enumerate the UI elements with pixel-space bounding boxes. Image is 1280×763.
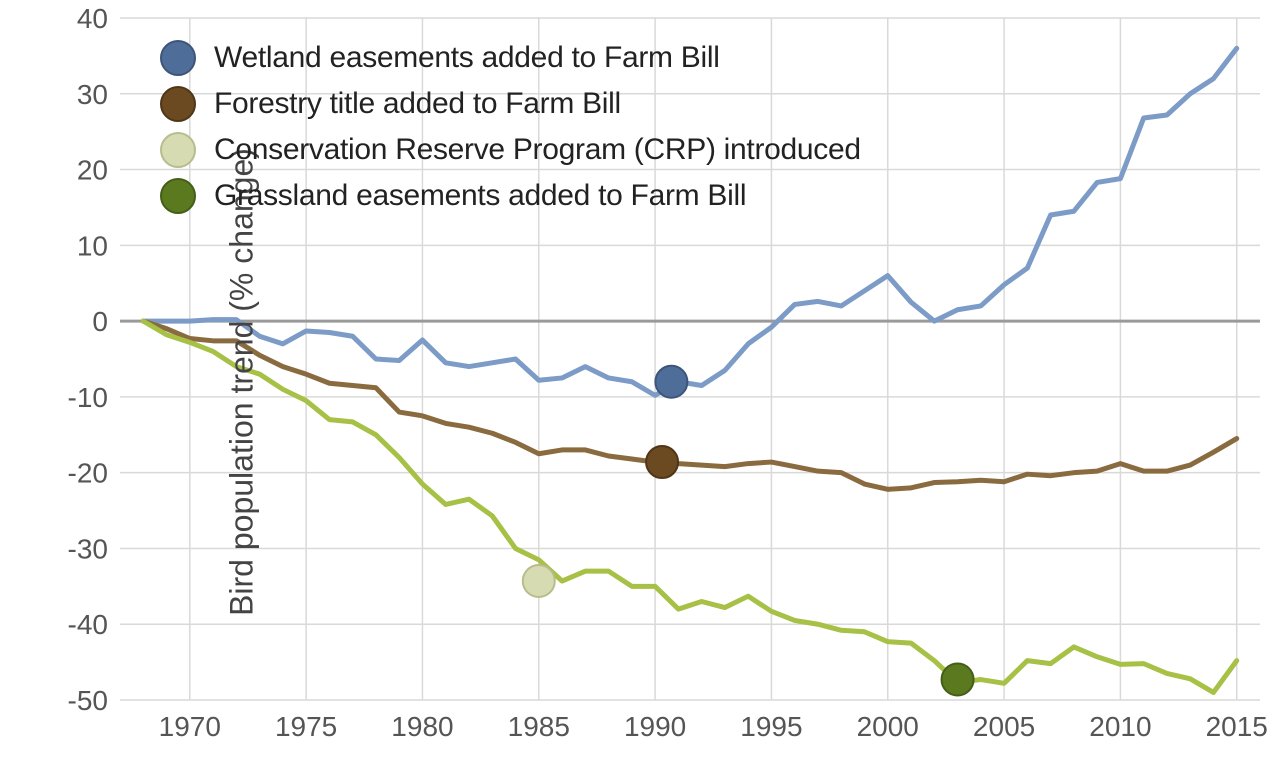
- y-tick-label: -10: [68, 382, 108, 413]
- legend-label: Conservation Reserve Program (CRP) intro…: [214, 133, 861, 167]
- x-tick-label: 2015: [1206, 711, 1268, 742]
- legend: Wetland easements added to Farm Bill Fore…: [160, 40, 861, 224]
- event-marker-grassland-marker: [942, 664, 974, 696]
- y-tick-label: -50: [68, 685, 108, 716]
- y-tick-label: 20: [77, 155, 108, 186]
- legend-item-forestry: Forestry title added to Farm Bill: [160, 86, 861, 122]
- x-tick-label: 1970: [159, 711, 221, 742]
- x-tick-label: 1980: [391, 711, 453, 742]
- legend-item-crp: Conservation Reserve Program (CRP) intro…: [160, 132, 861, 168]
- legend-dot-icon: [160, 86, 196, 122]
- legend-item-grassland: Grassland easements added to Farm Bill: [160, 178, 861, 214]
- x-tick-label: 1985: [508, 711, 570, 742]
- y-tick-label: 30: [77, 79, 108, 110]
- legend-label: Grassland easements added to Farm Bill: [214, 179, 746, 213]
- x-tick-label: 1990: [624, 711, 686, 742]
- x-tick-label: 1975: [275, 711, 337, 742]
- legend-label: Wetland easements added to Farm Bill: [214, 41, 720, 75]
- series-line-forestry: [143, 321, 1236, 489]
- event-marker-crp-marker: [523, 565, 555, 597]
- y-tick-label: 10: [77, 230, 108, 261]
- bird-population-chart: Bird population trend (% change) -50-40-…: [0, 0, 1280, 763]
- event-marker-wetland-marker: [655, 366, 687, 398]
- x-tick-label: 2000: [857, 711, 919, 742]
- legend-dot-icon: [160, 178, 196, 214]
- event-marker-forestry-marker: [646, 446, 678, 478]
- legend-label: Forestry title added to Farm Bill: [214, 87, 621, 121]
- x-tick-label: 2010: [1089, 711, 1151, 742]
- legend-dot-icon: [160, 132, 196, 168]
- y-tick-label: 0: [92, 306, 108, 337]
- x-tick-label: 1995: [740, 711, 802, 742]
- y-tick-label: -20: [68, 458, 108, 489]
- y-tick-label: 40: [77, 3, 108, 34]
- x-tick-label: 2005: [973, 711, 1035, 742]
- legend-dot-icon: [160, 40, 196, 76]
- y-tick-label: -40: [68, 609, 108, 640]
- legend-item-wetland: Wetland easements added to Farm Bill: [160, 40, 861, 76]
- y-tick-label: -30: [68, 533, 108, 564]
